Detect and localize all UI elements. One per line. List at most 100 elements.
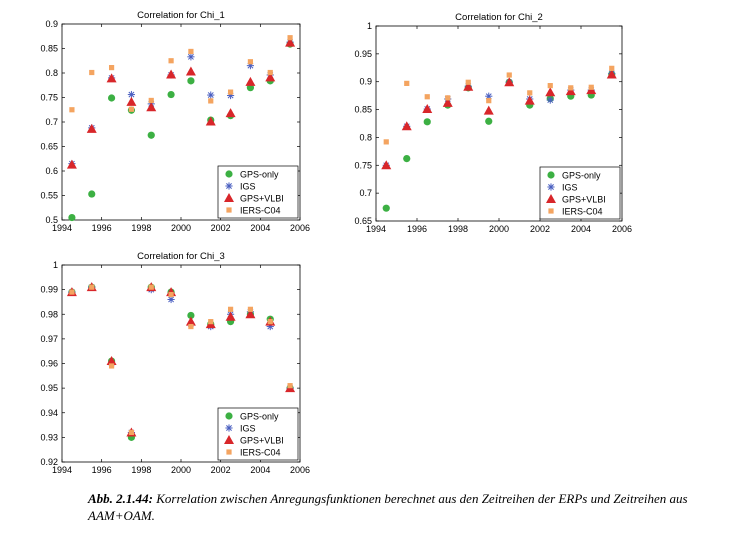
- y-tick-label: 0.7: [45, 117, 58, 127]
- y-tick-label: 0.94: [40, 408, 58, 418]
- legend-marker: [548, 208, 554, 214]
- legend-marker: [224, 435, 234, 444]
- legend-label: IGS: [240, 182, 256, 192]
- x-tick-label: 1996: [92, 223, 112, 233]
- data-point-iers-c04: [188, 323, 194, 330]
- y-tick-label: 0.75: [40, 93, 58, 103]
- data-point-gps-vlbi: [225, 108, 236, 118]
- marker-stroke: [226, 425, 232, 431]
- y-tick-label: 1: [53, 260, 58, 270]
- data-point-gps-vlbi: [166, 69, 177, 79]
- data-point-iers-c04: [208, 319, 214, 325]
- legend-marker: [225, 412, 233, 420]
- data-point-iers-c04: [128, 429, 135, 436]
- marker-stroke: [548, 184, 554, 190]
- data-point-iers-c04: [588, 84, 594, 90]
- data-point-iers-c04: [445, 95, 451, 101]
- y-tick-label: 0.9: [359, 77, 372, 87]
- legend-marker: [225, 424, 233, 432]
- data-point-gps-only: [403, 155, 411, 163]
- data-point-gps-vlbi: [545, 87, 556, 97]
- x-tick-label: 1994: [52, 465, 72, 475]
- y-tick-label: 0.55: [40, 191, 58, 201]
- y-tick-label: 1: [367, 21, 372, 31]
- data-point-gps-only: [167, 90, 175, 99]
- data-point-iers-c04: [465, 79, 471, 85]
- y-tick-label: 0.5: [45, 215, 58, 225]
- data-point-iers-c04: [424, 94, 430, 100]
- chart-legend: GPS-only IGS GPS+VLBI IERS-C04: [539, 166, 621, 220]
- y-tick-label: 0.97: [40, 334, 58, 344]
- x-tick-label: 1998: [448, 224, 468, 234]
- caption-label: Abb. 2.1.44:: [88, 491, 153, 506]
- data-point-gps-vlbi: [245, 76, 256, 86]
- y-tick-label: 0.75: [354, 160, 372, 170]
- data-point-iers-c04: [108, 363, 115, 369]
- data-point-gps-only: [107, 94, 116, 102]
- x-tick-label: 2006: [290, 223, 310, 233]
- y-tick-label: 0.98: [40, 309, 58, 319]
- x-tick-label: 1998: [131, 465, 151, 475]
- chart-title: Correlation for Chi_1: [137, 10, 225, 21]
- y-tick-label: 0.95: [354, 49, 372, 59]
- marker-stroke: [128, 91, 135, 98]
- legend-marker: [224, 193, 234, 202]
- y-tick-label: 0.6: [45, 166, 58, 176]
- data-point-gps-vlbi: [463, 81, 474, 91]
- data-point-iers-c04: [609, 65, 615, 71]
- data-point-gps-vlbi: [524, 95, 535, 105]
- data-point-iers-c04: [89, 69, 95, 76]
- data-point-iers-c04: [148, 284, 154, 290]
- data-point-iers-c04: [383, 139, 389, 145]
- legend-marker: [225, 182, 233, 190]
- y-tick-label: 0.95: [40, 383, 58, 393]
- x-tick-label: 1994: [52, 223, 72, 233]
- legend-label: GPS+VLBI: [562, 195, 606, 205]
- data-point-gps-vlbi: [504, 77, 515, 87]
- marker-stroke: [168, 296, 175, 303]
- legend-label: GPS-only: [240, 412, 279, 422]
- data-point-iers-c04: [69, 107, 75, 113]
- data-point-iers-c04: [568, 85, 574, 91]
- y-tick-label: 0.99: [40, 285, 58, 295]
- x-tick-label: 2002: [211, 223, 231, 233]
- data-point-igs: [546, 96, 554, 104]
- data-point-gps-vlbi: [422, 104, 433, 114]
- legend-label: IERS-C04: [562, 207, 603, 217]
- data-point-gps-vlbi: [381, 160, 392, 170]
- x-tick-label: 1996: [407, 224, 427, 234]
- data-point-gps-vlbi: [483, 105, 494, 115]
- y-tick-label: 0.7: [359, 188, 372, 198]
- x-tick-label: 2004: [250, 223, 270, 233]
- x-tick-label: 2006: [290, 465, 310, 475]
- data-point-iers-c04: [267, 319, 273, 325]
- data-point-gps-vlbi: [126, 96, 137, 106]
- legend-label: IGS: [240, 424, 256, 434]
- x-tick-label: 2004: [571, 224, 591, 234]
- legend-label: GPS+VLBI: [240, 194, 284, 204]
- data-point-iers-c04: [247, 306, 254, 312]
- data-point-iers-c04: [188, 48, 194, 55]
- caption-text: Korrelation zwischen Anregungsfunktionen…: [88, 491, 688, 523]
- data-point-gps-vlbi: [146, 102, 157, 112]
- data-point-iers-c04: [108, 65, 115, 71]
- y-tick-label: 0.8: [359, 132, 372, 142]
- data-point-iers-c04: [168, 58, 174, 64]
- legend-label: GPS-only: [562, 171, 601, 181]
- legend-label: GPS+VLBI: [240, 436, 284, 446]
- data-point-gps-vlbi: [185, 66, 196, 76]
- y-tick-label: 0.92: [40, 457, 58, 467]
- data-point-igs: [167, 295, 175, 304]
- data-point-gps-vlbi: [66, 159, 77, 169]
- data-point-iers-c04: [128, 106, 135, 112]
- data-point-igs: [207, 91, 215, 99]
- legend-marker: [547, 171, 555, 179]
- x-tick-label: 1994: [366, 224, 386, 234]
- figure-charts: Correlation for Chi_1 1994 1996 1998 2000 200…: [40, 10, 632, 475]
- marker-stroke: [547, 97, 554, 104]
- data-point-iers-c04: [547, 83, 553, 89]
- chart-panel-3: Correlation for Chi_3 1994 1996 1998 2000 200…: [40, 251, 310, 475]
- data-point-iers-c04: [168, 291, 174, 298]
- y-tick-label: 0.96: [40, 359, 58, 369]
- chart-panel-2: Correlation for Chi_2 1994 1996 1998 2000 200…: [354, 12, 632, 234]
